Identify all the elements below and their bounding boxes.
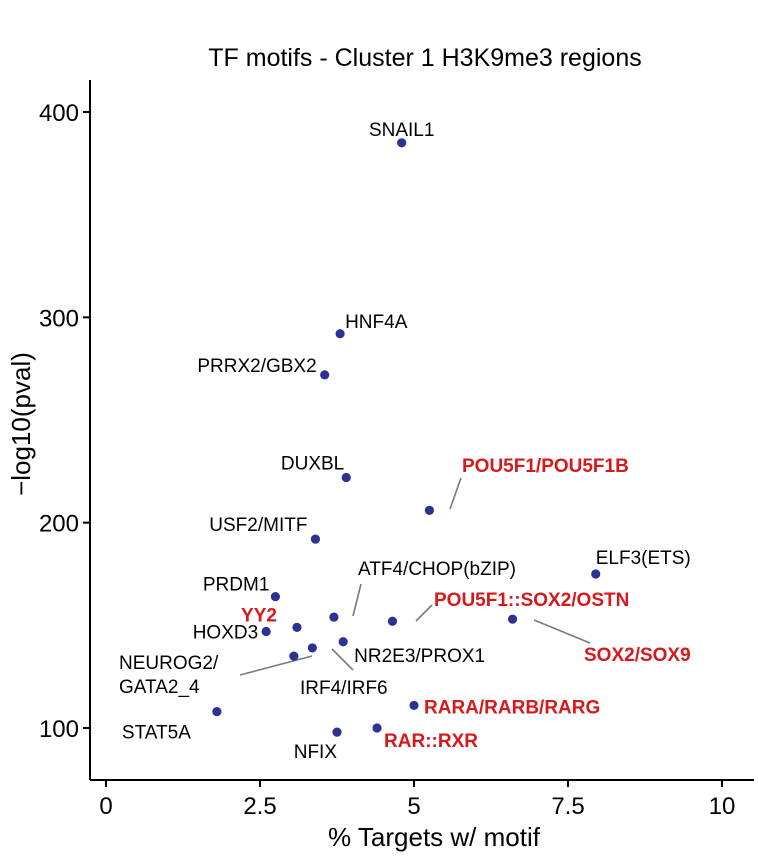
point-label: PRRX2/GBX2 xyxy=(197,356,316,377)
data-point xyxy=(289,651,299,661)
leader-line xyxy=(331,648,354,671)
point-label: POU5F1/POU5F1B xyxy=(462,456,629,477)
data-point xyxy=(310,534,321,544)
data-point xyxy=(320,370,330,380)
axes: 0 2.5 5 7.5 10 100 200 300 400 xyxy=(39,80,754,820)
point-label-line: NEUROG2/ xyxy=(119,653,219,674)
y-tick-label: 300 xyxy=(39,305,79,332)
point-label: SOX2/SOX9 xyxy=(584,645,691,666)
y-tick-label: 100 xyxy=(39,716,79,743)
point-label-line: GATA2_4 xyxy=(119,677,200,698)
data-point xyxy=(341,472,351,483)
chart-title: TF motifs - Cluster 1 H3K9me3 regions xyxy=(208,44,641,72)
point-label: STAT5A xyxy=(122,723,191,744)
leader-lines xyxy=(239,477,591,676)
point-label: DUXBL xyxy=(281,453,344,474)
data-point xyxy=(332,727,342,737)
data-point xyxy=(212,706,222,717)
x-tick-label: 5 xyxy=(407,793,420,820)
data-point xyxy=(424,505,434,515)
point-label: HOXD3 xyxy=(193,622,258,643)
point-labels: SNAIL1 HNF4A PRRX2/GBX2 DUXBL POU5F1/POU5F1B… xyxy=(119,120,691,763)
leader-line xyxy=(415,604,433,622)
x-tick-label: 10 xyxy=(709,793,736,820)
point-label: POU5F1::SOX2/OSTN xyxy=(434,590,629,611)
data-point xyxy=(338,637,348,647)
leader-line xyxy=(352,583,362,617)
y-axis-title: −log10(pval) xyxy=(6,352,36,496)
data-point xyxy=(329,612,339,622)
point-label: RAR::RXR xyxy=(384,731,478,752)
data-point xyxy=(591,569,601,579)
point-label: ELF3(ETS) xyxy=(596,548,691,569)
data-point xyxy=(292,622,302,632)
data-points xyxy=(212,138,601,737)
point-label: YY2 xyxy=(241,605,277,626)
x-axis-title: % Targets w/ motif xyxy=(328,822,541,852)
data-point xyxy=(387,616,398,626)
point-label: SNAIL1 xyxy=(369,120,434,141)
y-tick-label: 400 xyxy=(39,100,79,127)
point-label: IRF4/IRF6 xyxy=(300,678,388,699)
point-label: NEUROG2/GATA2_4 xyxy=(119,653,219,698)
data-point xyxy=(372,723,382,733)
point-label: ATF4/CHOP(bZIP) xyxy=(358,559,516,580)
leader-line xyxy=(239,655,313,676)
point-label: PRDM1 xyxy=(203,575,270,596)
point-label: NFIX xyxy=(294,742,338,763)
point-label: HNF4A xyxy=(345,312,408,333)
data-point xyxy=(261,626,271,637)
leader-line xyxy=(533,619,591,644)
data-point xyxy=(397,138,407,148)
x-tick-label: 2.5 xyxy=(243,793,276,820)
point-label: USF2/MITF xyxy=(209,515,307,536)
x-tick-label: 7.5 xyxy=(551,793,584,820)
point-label: NR2E3/PROX1 xyxy=(354,646,485,667)
data-point xyxy=(270,591,280,602)
data-point xyxy=(335,329,345,339)
data-point xyxy=(507,614,518,624)
point-label: RARA/RARB/RARG xyxy=(424,697,600,718)
leader-line xyxy=(449,477,462,510)
y-tick-label: 200 xyxy=(39,511,79,538)
data-point xyxy=(409,700,419,711)
x-tick-label: 0 xyxy=(99,793,112,820)
data-point xyxy=(307,643,317,653)
